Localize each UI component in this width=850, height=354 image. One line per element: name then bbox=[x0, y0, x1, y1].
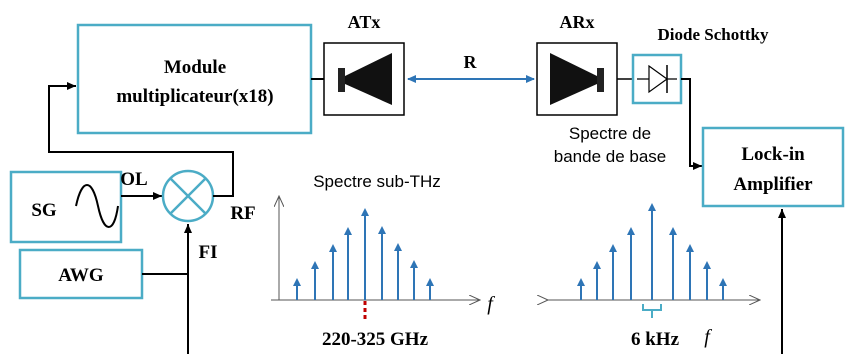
baseband-spectral-arrowhead bbox=[719, 278, 727, 286]
ol-label: OL bbox=[120, 169, 147, 190]
atx-flange-icon bbox=[338, 68, 345, 92]
baseband-spectral-arrowhead bbox=[686, 244, 694, 252]
arx-flange-icon bbox=[597, 68, 604, 92]
subthz-spectral-arrowhead bbox=[378, 226, 386, 234]
baseband-spacing-label: 6 kHz bbox=[631, 329, 680, 350]
baseband-spectral-arrowhead bbox=[703, 261, 711, 269]
subthz-spectral-arrowhead bbox=[426, 278, 434, 286]
subthz-spectrum: Spectre sub-THz f 220-325 GHz bbox=[271, 172, 495, 350]
arx-antenna: ARx bbox=[536, 12, 618, 116]
subthz-spectral-arrowhead bbox=[361, 208, 369, 216]
subthz-spectral-arrowhead bbox=[293, 278, 301, 286]
sg-label: SG bbox=[31, 200, 57, 221]
baseband-freq-symbol: f bbox=[704, 326, 712, 348]
subthz-spectral-arrowhead bbox=[394, 243, 402, 251]
baseband-spectrum: Spectre de bande de base 6 kHz f bbox=[548, 124, 760, 350]
subthz-spectral-lines bbox=[293, 208, 434, 300]
baseband-title-line1: Spectre de bbox=[569, 124, 651, 143]
diode-label: Diode Schottky bbox=[658, 25, 769, 44]
arx-horn-icon bbox=[550, 53, 597, 105]
baseband-title-line2: bande de base bbox=[554, 147, 667, 166]
baseband-spectral-arrowhead bbox=[593, 261, 601, 269]
baseband-spectral-arrowhead bbox=[577, 278, 585, 286]
lockin-amplifier-block: Lock-in Amplifier bbox=[701, 126, 845, 208]
atx-label: ATx bbox=[348, 12, 381, 32]
awg-label: AWG bbox=[58, 265, 104, 286]
rf-label: RF bbox=[230, 203, 255, 224]
module-multiplier-block: Module multiplicateur(x18) bbox=[76, 23, 313, 135]
subthz-spectrum-title: Spectre sub-THz bbox=[313, 172, 441, 191]
baseband-spectral-arrowhead bbox=[627, 227, 635, 235]
subthz-spectral-arrowhead bbox=[329, 244, 337, 252]
baseband-spectral-arrowhead bbox=[669, 227, 677, 235]
module-label-line2: multiplicateur(x18) bbox=[116, 86, 273, 107]
subthz-freq-symbol: f bbox=[487, 293, 495, 315]
diode-symbol-icon bbox=[648, 64, 669, 94]
baseband-spectral-arrowhead bbox=[648, 203, 656, 211]
mixer bbox=[161, 169, 215, 223]
rf-feed-line bbox=[48, 82, 234, 197]
atx-horn-icon bbox=[345, 53, 392, 105]
schottky-diode: Diode Schottky bbox=[631, 25, 769, 105]
subthz-spectral-arrowhead bbox=[344, 227, 352, 235]
subthz-band-label: 220-325 GHz bbox=[322, 329, 429, 350]
baseband-spectral-arrowhead bbox=[609, 244, 617, 252]
spacing-bracket bbox=[642, 304, 662, 311]
sg-block: SG bbox=[9, 170, 123, 244]
radio-link-label: R bbox=[464, 52, 478, 72]
atx-antenna: ATx bbox=[323, 12, 405, 116]
lockin-label-line1: Lock-in bbox=[741, 144, 805, 165]
subthz-spectral-arrowhead bbox=[311, 261, 319, 269]
arx-label: ARx bbox=[560, 12, 595, 32]
diode-to-lockin-line bbox=[681, 78, 702, 170]
sine-wave-icon bbox=[75, 184, 119, 228]
module-label-line1: Module bbox=[164, 57, 226, 78]
lockin-label-line2: Amplifier bbox=[733, 174, 813, 195]
subthz-spectral-arrowhead bbox=[410, 260, 418, 268]
fi-label: FI bbox=[199, 242, 218, 263]
awg-block: AWG bbox=[18, 248, 144, 300]
baseband-spectral-lines bbox=[577, 203, 727, 300]
